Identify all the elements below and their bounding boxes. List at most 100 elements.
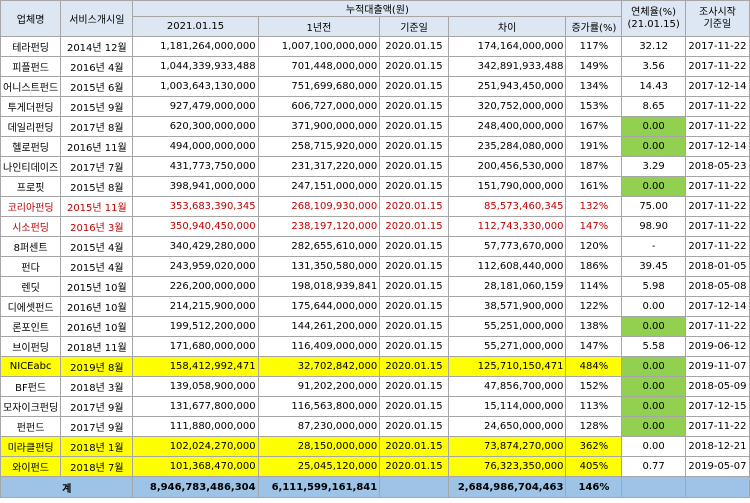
total-label: 계: [0, 476, 134, 498]
launch-date: 2016년 10월: [60, 316, 134, 337]
loan-2021: 1,181,264,000,000: [132, 36, 259, 57]
base-date: 2020.01.15: [379, 416, 449, 437]
delinquency-rate: 3.29: [621, 156, 686, 177]
company-name: NICEabc: [0, 356, 62, 377]
header-difference: 차이: [447, 16, 567, 37]
company-name: 펀펀드: [0, 416, 62, 437]
company-name: 시소펀딩: [0, 216, 62, 237]
launch-date: 2016년 3월: [60, 216, 134, 237]
table-row: 시소펀딩 2016년 3월 350,940,450,000 238,197,120,0…: [0, 216, 750, 237]
growth-rate: 191%: [565, 136, 623, 157]
loan-year-ago: 198,018,939,841: [257, 276, 381, 297]
company-name: 와이펀드: [0, 456, 62, 477]
company-name: 브이펀딩: [0, 336, 62, 357]
table-row: 펀다 2015년 4월 243,959,020,000 131,350,580,000…: [0, 256, 750, 277]
launch-date: 2018년 1월: [60, 436, 134, 457]
header-delinquency: 연체율(%) (21.01.15): [621, 0, 686, 37]
loan-difference: 342,891,933,488: [447, 56, 567, 77]
table-row: 테라펀딩 2014년 12월 1,181,264,000,000 1,007,100,…: [0, 36, 750, 57]
loan-difference: 200,456,530,000: [447, 156, 567, 177]
survey-date: 2017-12-14: [684, 76, 750, 97]
company-name: BF펀드: [0, 376, 62, 397]
growth-rate: 484%: [565, 356, 623, 377]
total-difference: 2,684,986,704,463: [447, 476, 567, 498]
base-date: 2020.01.15: [379, 216, 449, 237]
launch-date: 2018년 3월: [60, 376, 134, 397]
table-row: 디에셋펀드 2016년 10월 214,215,900,000 175,644,000…: [0, 296, 750, 317]
loan-difference: 28,181,060,159: [447, 276, 567, 297]
company-name: 어니스트펀드: [0, 76, 62, 97]
company-name: 나인티데이즈: [0, 156, 62, 177]
survey-date: 2017-11-22: [684, 196, 750, 217]
launch-date: 2015년 10월: [60, 276, 134, 297]
loan-year-ago: 175,644,000,000: [257, 296, 381, 317]
header-survey-sub: 기준일: [703, 18, 732, 30]
delinquency-rate: 0.77: [621, 456, 686, 477]
launch-date: 2016년 11월: [60, 136, 134, 157]
launch-date: 2015년 6월: [60, 76, 134, 97]
loan-difference: 251,943,450,000: [447, 76, 567, 97]
table-row: 나인티데이즈 2017년 7월 431,773,750,000 231,317,220…: [0, 156, 750, 177]
growth-rate: 122%: [565, 296, 623, 317]
survey-date: 2019-05-07: [684, 456, 750, 477]
delinquency-rate: 0.00: [621, 396, 686, 417]
loan-year-ago: 91,202,200,000: [257, 376, 381, 397]
growth-rate: 134%: [565, 76, 623, 97]
growth-rate: 113%: [565, 396, 623, 417]
table-row: 프로핏 2015년 8월 398,941,000,000 247,151,000,00…: [0, 176, 750, 197]
delinquency-rate: 5.58: [621, 336, 686, 357]
table-row: 와이펀드 2018년 7월 101,368,470,000 25,045,120,00…: [0, 456, 750, 477]
table-row: NICEabc 2019년 8월 158,412,992,471 32,702,842…: [0, 356, 750, 377]
base-date: 2020.01.15: [379, 116, 449, 137]
loan-difference: 47,856,700,000: [447, 376, 567, 397]
loan-year-ago: 231,317,220,000: [257, 156, 381, 177]
growth-rate: 147%: [565, 216, 623, 237]
loan-year-ago: 268,109,930,000: [257, 196, 381, 217]
total-blank: [684, 476, 750, 498]
loan-year-ago: 701,448,000,000: [257, 56, 381, 77]
loan-difference: 151,790,000,000: [447, 176, 567, 197]
launch-date: 2016년 10월: [60, 296, 134, 317]
growth-rate: 117%: [565, 36, 623, 57]
base-date: 2020.01.15: [379, 296, 449, 317]
loan-2021: 431,773,750,000: [132, 156, 259, 177]
loan-year-ago: 606,727,000,000: [257, 96, 381, 117]
base-date: 2020.01.15: [379, 196, 449, 217]
delinquency-rate: 0.00: [621, 356, 686, 377]
company-name: 8퍼센트: [0, 236, 62, 257]
base-date: 2020.01.15: [379, 156, 449, 177]
delinquency-rate: 14.43: [621, 76, 686, 97]
loan-year-ago: 371,900,000,000: [257, 116, 381, 137]
company-name: 테라펀딩: [0, 36, 62, 57]
company-name: 코리아펀딩: [0, 196, 62, 217]
table-row: 8퍼센트 2015년 4월 340,429,280,000 282,655,610,0…: [0, 236, 750, 257]
survey-date: 2018-05-08: [684, 276, 750, 297]
loan-difference: 85,573,460,345: [447, 196, 567, 217]
delinquency-rate: 0.00: [621, 136, 686, 157]
base-date: 2020.01.15: [379, 76, 449, 97]
survey-date: 2017-12-14: [684, 136, 750, 157]
survey-date: 2017-11-22: [684, 316, 750, 337]
launch-date: 2018년 7월: [60, 456, 134, 477]
loan-difference: 15,114,000,000: [447, 396, 567, 417]
loan-2021: 243,959,020,000: [132, 256, 259, 277]
loan-2021: 927,479,000,000: [132, 96, 259, 117]
loan-2021: 1,003,643,130,000: [132, 76, 259, 97]
loan-difference: 55,271,000,000: [447, 336, 567, 357]
survey-date: 2017-11-22: [684, 56, 750, 77]
growth-rate: 186%: [565, 256, 623, 277]
delinquency-rate: 75.00: [621, 196, 686, 217]
loan-year-ago: 258,715,920,000: [257, 136, 381, 157]
base-date: 2020.01.15: [379, 396, 449, 417]
company-name: 디에셋펀드: [0, 296, 62, 317]
base-date: 2020.01.15: [379, 56, 449, 77]
delinquency-rate: 5.98: [621, 276, 686, 297]
loan-year-ago: 25,045,120,000: [257, 456, 381, 477]
total-row: 계 8,946,783,486,304 6,111,599,161,841 2,…: [0, 476, 750, 498]
company-name: 투게더펀딩: [0, 96, 62, 117]
survey-date: 2017-11-22: [684, 96, 750, 117]
table-body: 테라펀딩 2014년 12월 1,181,264,000,000 1,007,100,…: [0, 36, 750, 477]
launch-date: 2017년 7월: [60, 156, 134, 177]
delinquency-rate: 8.65: [621, 96, 686, 117]
loan-difference: 24,650,000,000: [447, 416, 567, 437]
